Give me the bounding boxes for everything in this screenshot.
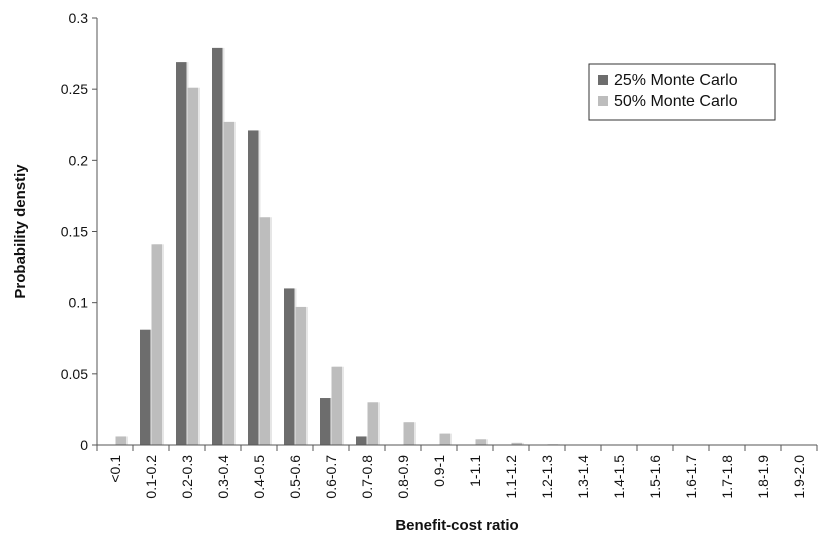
x-tick-label: 0.1-0.2: [143, 455, 159, 499]
y-ticks: 0 0.05 0.1 0.15 0.2 0.25 0.3: [61, 10, 97, 453]
x-tick-label: 0.5-0.6: [287, 455, 303, 499]
x-tick-label: 0.7-0.8: [359, 455, 375, 499]
x-ticks: <0.1 0.1-0.2 0.2-0.3 0.3-0.4 0.4-0.5 0.5-0.6 0…: [97, 445, 817, 499]
bar-series-50-3: [224, 122, 235, 445]
x-tick-label: 1.6-1.7: [683, 455, 699, 499]
bar-series-50-2: [188, 88, 199, 445]
bars-layer: [116, 48, 597, 445]
bar-series-50-7: [368, 402, 379, 445]
bar-series-50-10: [476, 439, 487, 445]
bar-series-25-3: [212, 48, 223, 445]
bar-series-50-4: [260, 217, 271, 445]
bar-series-25-1: [140, 330, 151, 445]
x-tick-label: 0.2-0.3: [179, 455, 195, 499]
bar-series-50-6: [332, 367, 343, 445]
legend-swatch-0: [598, 75, 608, 85]
legend: 25% Monte Carlo 50% Monte Carlo: [589, 64, 775, 120]
bar-series-50-0: [116, 436, 127, 445]
bar-series-25-4: [248, 130, 259, 445]
bar-series-25-2: [176, 62, 187, 445]
y-tick-label: 0.15: [61, 224, 88, 240]
legend-swatch-1: [598, 96, 608, 106]
y-tick-label: 0.1: [69, 295, 89, 311]
x-axis-label: Benefit-cost ratio: [395, 517, 518, 534]
legend-label-0: 25% Monte Carlo: [614, 72, 738, 89]
x-tick-label: 0.9-1: [431, 455, 447, 487]
bar-series-25-6: [320, 398, 331, 445]
bar-series-25-5: [284, 288, 295, 445]
legend-label-1: 50% Monte Carlo: [614, 93, 738, 110]
x-tick-label: 1.1-1.2: [503, 455, 519, 499]
x-tick-label: 1.8-1.9: [755, 455, 771, 499]
x-tick-label: 1.9-2.0: [791, 455, 807, 499]
x-tick-label: 1-1.1: [467, 455, 483, 487]
bar-series-50-1: [152, 244, 163, 445]
bar-series-50-8: [404, 422, 415, 445]
x-tick-label: <0.1: [107, 455, 123, 483]
bar-series-50-5: [296, 307, 307, 445]
y-tick-label: 0.3: [69, 10, 89, 26]
x-tick-label: 0.3-0.4: [215, 455, 231, 499]
x-tick-label: 1.2-1.3: [539, 455, 555, 499]
x-tick-label: 1.7-1.8: [719, 455, 735, 499]
x-tick-label: 0.4-0.5: [251, 455, 267, 499]
y-tick-label: 0.25: [61, 81, 88, 97]
x-tick-label: 1.3-1.4: [575, 455, 591, 499]
x-tick-label: 1.4-1.5: [611, 455, 627, 499]
y-tick-label: 0: [80, 437, 88, 453]
y-axis-label: Probability denstiy: [12, 164, 29, 299]
x-tick-label: 0.8-0.9: [395, 455, 411, 499]
x-tick-label: 0.6-0.7: [323, 455, 339, 499]
y-tick-label: 0.05: [61, 366, 88, 382]
x-tick-label: 1.5-1.6: [647, 455, 663, 499]
bar-series-25-7: [356, 436, 367, 445]
bar-series-50-9: [440, 434, 451, 445]
y-tick-label: 0.2: [69, 152, 89, 168]
